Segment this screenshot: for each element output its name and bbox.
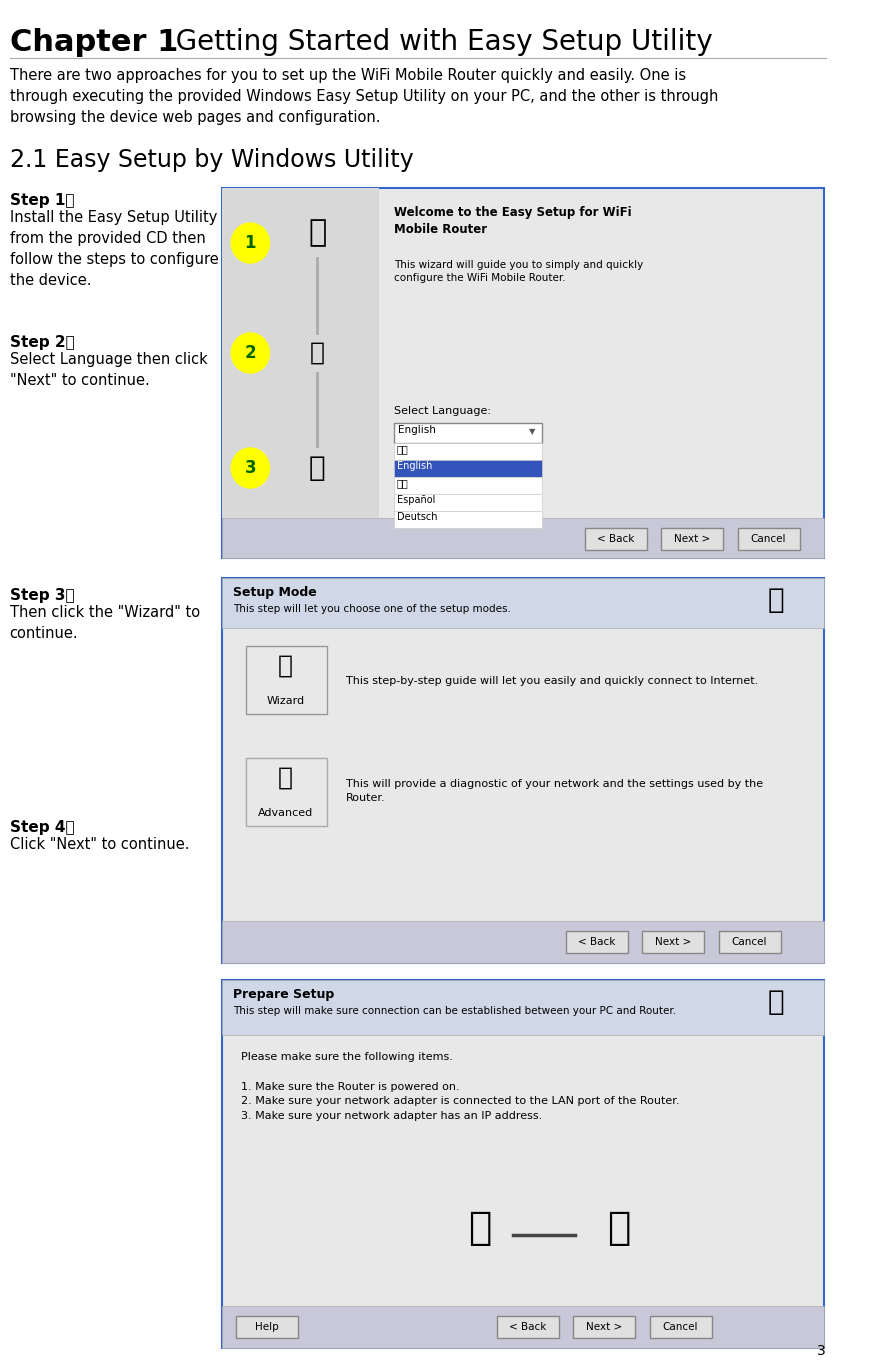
- Text: Install the Easy Setup Utility
from the provided CD then
follow the steps to con: Install the Easy Setup Utility from the …: [10, 210, 218, 288]
- Text: Wizard: Wizard: [267, 696, 305, 707]
- Bar: [222, 1306, 824, 1349]
- Bar: [222, 519, 824, 558]
- Text: Select Language:: Select Language:: [393, 406, 490, 416]
- Text: Welcome to the Easy Setup for WiFi
Mobile Router: Welcome to the Easy Setup for WiFi Mobil…: [393, 206, 631, 236]
- Text: Getting Started with Easy Setup Utility: Getting Started with Easy Setup Utility: [157, 27, 712, 56]
- Text: This step will make sure connection can be established between your PC and Route: This step will make sure connection can …: [233, 1006, 676, 1017]
- Text: This step-by-step guide will let you easily and quickly connect to Internet.: This step-by-step guide will let you eas…: [346, 676, 758, 686]
- Bar: [393, 477, 542, 494]
- Text: < Back: < Back: [578, 937, 615, 947]
- Text: Next >: Next >: [674, 534, 710, 545]
- Text: English: English: [399, 425, 436, 435]
- Text: Click "Next" to continue.: Click "Next" to continue.: [10, 837, 189, 852]
- Text: 3: 3: [817, 1345, 826, 1358]
- Text: ▼: ▼: [529, 427, 535, 436]
- Text: Then click the "Wizard" to
continue.: Then click the "Wizard" to continue.: [10, 605, 199, 641]
- Bar: [662, 528, 724, 550]
- Text: 📦: 📦: [309, 342, 325, 365]
- Text: This step will let you choose one of the setup modes.: This step will let you choose one of the…: [233, 604, 511, 615]
- Text: Step 3：: Step 3：: [10, 589, 74, 604]
- Text: Chapter 1: Chapter 1: [10, 27, 178, 58]
- Bar: [222, 188, 379, 519]
- Bar: [393, 443, 542, 460]
- Text: Setup Mode: Setup Mode: [233, 586, 317, 600]
- Text: There are two approaches for you to set up the WiFi Mobile Router quickly and ea: There are two approaches for you to set …: [10, 69, 718, 125]
- FancyBboxPatch shape: [222, 578, 824, 963]
- Text: 📡: 📡: [607, 1209, 630, 1247]
- Bar: [222, 921, 824, 963]
- Bar: [650, 1316, 712, 1338]
- Text: 🖥: 🖥: [468, 1209, 491, 1247]
- Text: Step 1：: Step 1：: [10, 193, 74, 209]
- Text: < Back: < Back: [509, 1323, 546, 1332]
- Text: Prepare Setup: Prepare Setup: [233, 988, 335, 1002]
- Text: 🌐: 🌐: [309, 454, 326, 482]
- Bar: [393, 510, 542, 528]
- Text: 🔍: 🔍: [278, 766, 294, 790]
- Text: Next >: Next >: [586, 1323, 622, 1332]
- Bar: [497, 1316, 559, 1338]
- Text: This wizard will guide you to simply and quickly
configure the WiFi Mobile Route: This wizard will guide you to simply and…: [393, 261, 643, 283]
- Bar: [585, 528, 647, 550]
- Text: Step 2：: Step 2：: [10, 335, 74, 350]
- Bar: [246, 646, 327, 713]
- Bar: [642, 932, 704, 954]
- Text: Step 4：: Step 4：: [10, 820, 74, 836]
- Text: English: English: [397, 461, 432, 471]
- Bar: [246, 757, 327, 826]
- Text: 🧙: 🧙: [278, 654, 294, 678]
- Text: 2: 2: [245, 344, 256, 362]
- Text: Cancel: Cancel: [732, 937, 767, 947]
- Bar: [718, 932, 780, 954]
- Text: Deutsch: Deutsch: [397, 512, 437, 521]
- Circle shape: [232, 333, 269, 373]
- Bar: [222, 578, 824, 628]
- FancyBboxPatch shape: [222, 980, 824, 1349]
- Text: Next >: Next >: [655, 937, 690, 947]
- Text: < Back: < Back: [597, 534, 635, 545]
- Text: 2.1 Easy Setup by Windows Utility: 2.1 Easy Setup by Windows Utility: [10, 148, 413, 172]
- Text: 繁中: 繁中: [397, 477, 408, 488]
- Bar: [393, 460, 542, 477]
- Bar: [236, 1316, 298, 1338]
- Text: Help: Help: [254, 1323, 279, 1332]
- Text: Cancel: Cancel: [751, 534, 786, 545]
- Bar: [393, 494, 542, 510]
- Circle shape: [232, 449, 269, 488]
- Text: 🔧: 🔧: [767, 988, 784, 1017]
- Text: Cancel: Cancel: [662, 1323, 698, 1332]
- Text: This will provide a diagnostic of your network and the settings used by the
Rout: This will provide a diagnostic of your n…: [346, 779, 763, 803]
- Text: Select Language then click
"Next" to continue.: Select Language then click "Next" to con…: [10, 353, 207, 388]
- Bar: [393, 423, 542, 443]
- Bar: [222, 980, 824, 1034]
- Circle shape: [232, 224, 269, 263]
- Text: 🖥: 🖥: [309, 218, 326, 247]
- Text: Please make sure the following items.

1. Make sure the Router is powered on.
2.: Please make sure the following items. 1.…: [241, 1052, 679, 1121]
- Text: 3: 3: [245, 460, 256, 477]
- Bar: [565, 932, 628, 954]
- Bar: [573, 1316, 635, 1338]
- Bar: [738, 528, 800, 550]
- Text: 🔧: 🔧: [767, 586, 784, 615]
- Text: Español: Español: [397, 495, 435, 505]
- FancyBboxPatch shape: [222, 188, 824, 558]
- Text: 简中: 简中: [397, 445, 408, 454]
- Text: Advanced: Advanced: [258, 808, 314, 818]
- Text: 1: 1: [245, 235, 256, 252]
